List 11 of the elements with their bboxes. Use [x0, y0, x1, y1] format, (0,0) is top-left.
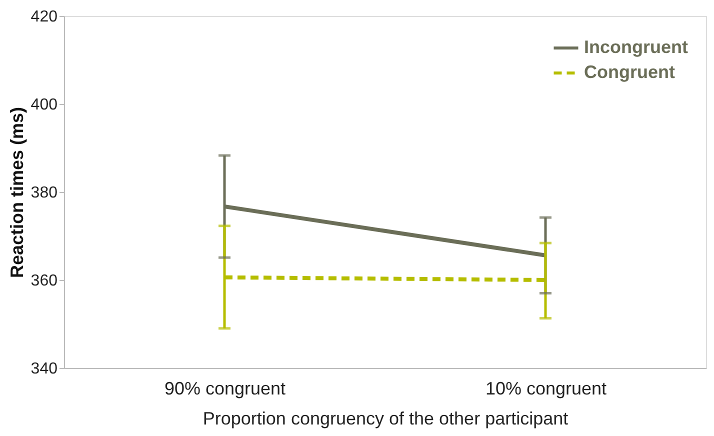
y-tick-label: 360: [30, 272, 58, 290]
y-axis-title: Reaction times (ms): [6, 106, 27, 278]
y-tick-label: 340: [30, 360, 58, 378]
legend-label: Incongruent: [584, 37, 688, 57]
y-tick-label: 420: [30, 8, 58, 26]
legend-label: Congruent: [584, 62, 675, 82]
y-tick-label: 400: [30, 96, 58, 114]
x-tick-label: 90% congruent: [164, 378, 286, 398]
x-tick-label: 10% congruent: [485, 378, 607, 398]
y-tick-label: 380: [30, 184, 58, 202]
x-axis-title: Proportion congruency of the other participant: [202, 408, 568, 428]
